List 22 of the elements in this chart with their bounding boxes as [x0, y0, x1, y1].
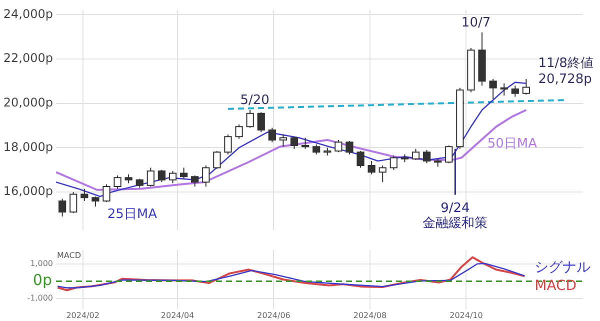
y-tick-label: 18,000p	[3, 140, 53, 154]
annotation: 5/20	[240, 93, 270, 108]
x-tick-label: 2024/08	[353, 310, 387, 320]
series-label: MACD	[534, 278, 577, 294]
series-label: 50日MA	[487, 136, 538, 152]
x-tick-label: 2024/06	[257, 310, 290, 320]
y-tick-label: 20,000p	[3, 95, 53, 110]
annotation: 10/7	[461, 15, 491, 30]
ref-line-label: 0p	[32, 271, 52, 290]
y-tick-label: 1,000	[30, 258, 53, 268]
y-tick-label: 24,000p	[3, 6, 53, 21]
ref-line-label: 9/24 金融緩和策	[422, 200, 488, 231]
y-axis-title: MACD	[57, 251, 81, 260]
series-label: シグナル	[534, 259, 591, 276]
x-tick-label: 2024/10	[450, 310, 483, 320]
annotation: 11/8終値 20,728p	[538, 56, 594, 88]
series-label: 25日MA	[107, 206, 158, 222]
y-tick-label: -1,000	[27, 294, 53, 303]
y-tick-label: 16,000p	[3, 184, 53, 198]
x-tick-label: 2024/02	[66, 310, 100, 320]
y-tick-label: 22,000p	[3, 51, 53, 66]
x-tick-label: 2024/04	[160, 310, 194, 320]
